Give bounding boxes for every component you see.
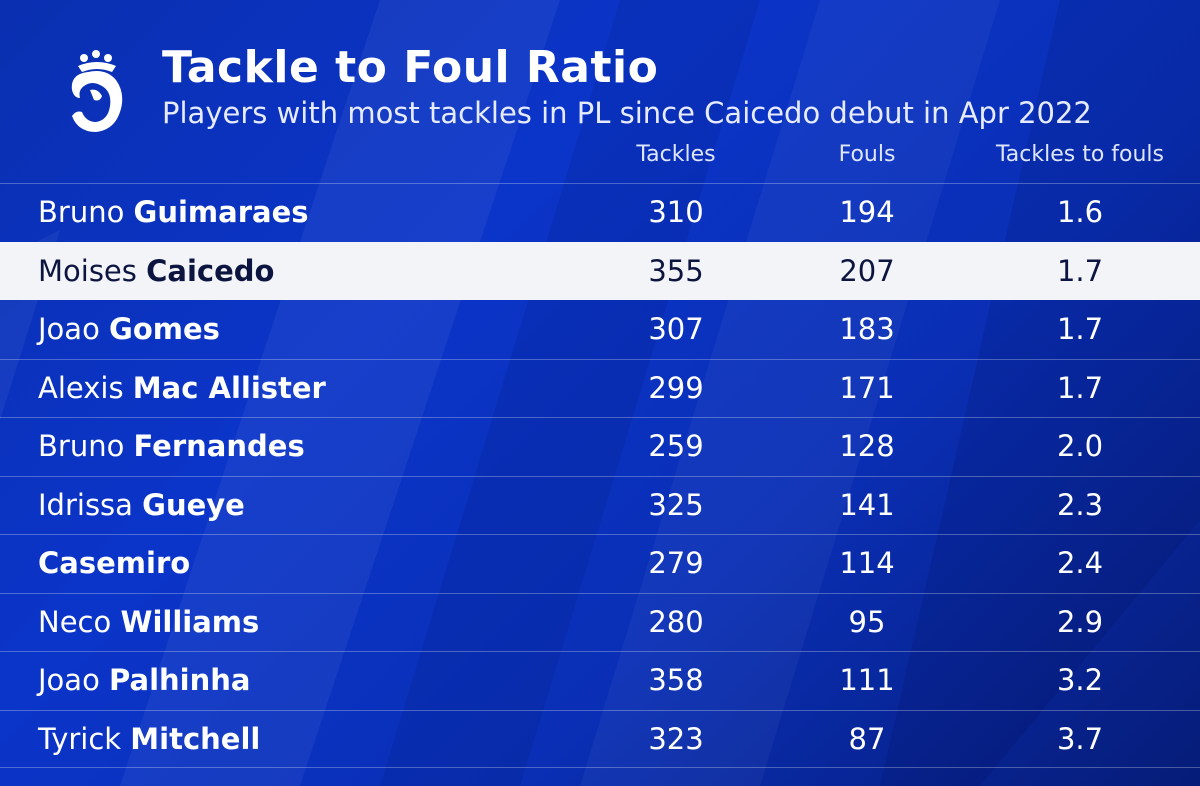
table-row: Neco Williams 280 95 2.9 — [0, 592, 1200, 652]
tackles-value: 358 — [648, 663, 704, 697]
player-last-name: Fernandes — [133, 429, 305, 463]
header: Tackle to Foul Ratio Players with most t… — [0, 0, 1200, 180]
premier-league-lion-icon — [71, 50, 123, 132]
player-name: Idrissa Gueye — [38, 488, 245, 522]
player-first-name: Joao — [38, 663, 100, 697]
table-row: Bruno Guimaraes 310 194 1.6 — [0, 183, 1200, 242]
ratio-value: 3.2 — [1056, 663, 1104, 697]
player-last-name: Guimaraes — [133, 195, 309, 229]
fouls-value: 111 — [839, 663, 895, 697]
ratio-value: 1.7 — [1056, 370, 1104, 405]
tackles-value: 279 — [648, 546, 704, 580]
fouls-value: 171 — [839, 370, 895, 405]
player-first-name: Moises — [38, 253, 137, 288]
player-last-name: Gomes — [109, 312, 220, 346]
player-name: Neco Williams — [38, 605, 259, 639]
ratio-value: 1.7 — [1056, 312, 1104, 346]
table-row: Idrissa Gueye 325 141 2.3 — [0, 475, 1200, 535]
player-first-name: Neco — [38, 604, 112, 639]
player-last-name: Casemiro — [38, 546, 191, 580]
fouls-value: 141 — [839, 487, 895, 522]
player-name: Bruno Guimaraes — [38, 195, 309, 229]
player-last-name: Mitchell — [130, 721, 261, 756]
ratio-value: 2.3 — [1056, 487, 1104, 522]
player-last-name: Caicedo — [146, 253, 275, 288]
tackles-value: 323 — [648, 721, 704, 756]
player-first-name: Bruno — [38, 195, 125, 229]
tackles-value: 259 — [648, 429, 704, 463]
ratio-value: 2.4 — [1056, 546, 1104, 580]
table-row: Joao Palhinha 358 111 3.2 — [0, 651, 1200, 710]
table-row: Casemiro 279 114 2.4 — [0, 534, 1200, 593]
player-name: Casemiro — [38, 546, 190, 580]
table-row: Bruno Fernandes 259 128 2.0 — [0, 417, 1200, 476]
player-last-name: Palhinha — [109, 663, 251, 697]
tackles-value: 310 — [648, 195, 704, 229]
player-last-name: Gueye — [142, 487, 245, 522]
tackles-value: 280 — [648, 604, 704, 639]
player-first-name: Tyrick — [38, 721, 122, 756]
player-last-name: Mac Allister — [132, 370, 326, 405]
player-first-name: Bruno — [38, 429, 125, 463]
fouls-value: 114 — [839, 546, 895, 580]
tackles-value: 355 — [648, 253, 704, 288]
page-subtitle: Players with most tackles in PL since Ca… — [162, 96, 1092, 130]
column-header-ratio: Tackles to fouls — [995, 142, 1165, 167]
player-first-name: Idrissa — [38, 487, 133, 522]
player-last-name: Williams — [120, 604, 260, 639]
fouls-value: 87 — [848, 721, 886, 756]
tackles-value: 325 — [648, 487, 704, 522]
table-row: Alexis Mac Allister 299 171 1.7 — [0, 358, 1200, 418]
stats-table: Bruno Guimaraes 310 194 1.6 Moises Caice… — [0, 183, 1200, 768]
page-title: Tackle to Foul Ratio — [162, 42, 659, 93]
ratio-value: 1.6 — [1056, 195, 1104, 229]
player-first-name: Alexis — [38, 370, 124, 405]
player-first-name: Joao — [38, 312, 100, 346]
player-name: Joao Palhinha — [38, 663, 250, 697]
player-name: Bruno Fernandes — [38, 429, 305, 463]
column-header-tackles: Tackles — [636, 142, 716, 167]
table-row: Joao Gomes 307 183 1.7 — [0, 300, 1200, 359]
ratio-value: 1.7 — [1056, 253, 1104, 288]
ratio-value: 2.9 — [1056, 604, 1104, 639]
fouls-value: 183 — [839, 312, 895, 346]
player-name: Tyrick Mitchell — [38, 722, 260, 756]
fouls-value: 128 — [839, 429, 895, 463]
fouls-value: 207 — [839, 253, 895, 288]
table-row: Tyrick Mitchell 323 87 3.7 — [0, 709, 1200, 768]
table-row: Moises Caicedo 355 207 1.7 — [0, 241, 1200, 300]
column-header-fouls: Fouls — [838, 142, 896, 167]
ratio-value: 2.0 — [1056, 429, 1104, 463]
player-name: Joao Gomes — [38, 312, 220, 346]
fouls-value: 95 — [848, 604, 886, 639]
tackles-value: 307 — [648, 312, 704, 346]
tackles-value: 299 — [648, 370, 704, 405]
player-name: Moises Caicedo — [38, 254, 274, 288]
ratio-value: 3.7 — [1056, 721, 1104, 756]
fouls-value: 194 — [839, 195, 895, 229]
player-name: Alexis Mac Allister — [38, 371, 326, 405]
